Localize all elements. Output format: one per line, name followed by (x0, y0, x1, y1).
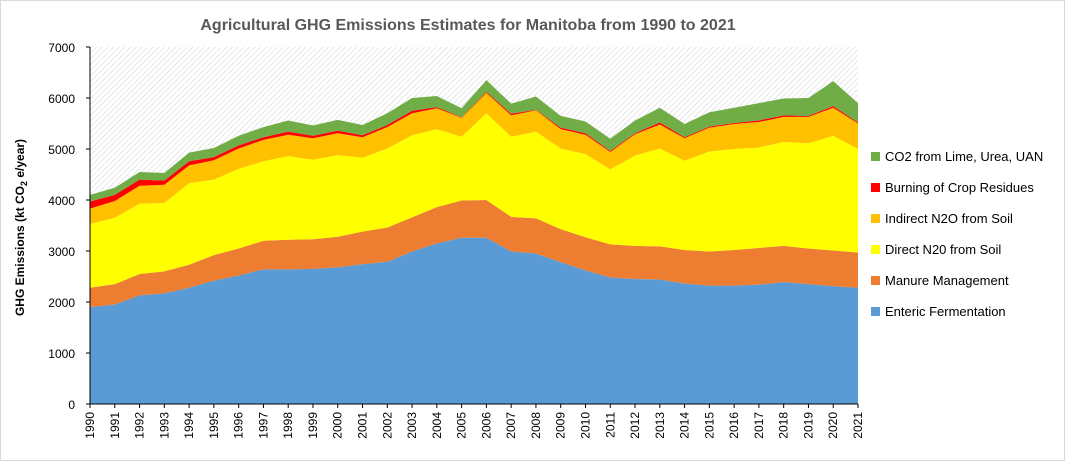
y-axis-label-tail: e/year) (13, 139, 27, 181)
x-tick-label: 2019 (801, 412, 815, 439)
x-tick-label: 1990 (83, 412, 97, 439)
y-axis-label-subscript: 2 (19, 181, 29, 186)
x-tick-label: 2003 (405, 412, 419, 439)
y-tick-label: 5000 (48, 143, 75, 157)
x-tick-label: 1991 (108, 412, 122, 439)
series-areas (90, 80, 858, 404)
x-tick-label: 2000 (331, 412, 345, 439)
legend-swatch-manure-management (871, 276, 880, 285)
y-axis-label: GHG Emissions (kt CO2 e/year) (13, 139, 29, 316)
x-tick-label: 2010 (578, 412, 592, 439)
area-co2-from-lime-urea-uan (90, 80, 858, 202)
legend-label-manure-management: Manure Management (885, 273, 1009, 288)
x-tick-label: 2007 (504, 412, 518, 439)
y-tick-label: 4000 (48, 194, 75, 208)
x-tick-label: 1995 (207, 412, 221, 439)
x-tick-label: 2002 (380, 412, 394, 439)
x-tick-label: 2016 (727, 412, 741, 439)
x-tick-label: 1994 (182, 412, 196, 439)
x-tick-label: 1992 (133, 412, 147, 439)
legend-label-direct-n20-from-soil: Direct N20 from Soil (885, 242, 1001, 257)
legend-label-burning-of-crop-residues: Burning of Crop Residues (885, 180, 1034, 195)
x-tick-label: 2004 (430, 412, 444, 439)
legend-swatch-co2-from-lime-urea-uan (871, 152, 880, 161)
legend-swatch-indirect-n2o-from-soil (871, 214, 880, 223)
y-tick-label: 1000 (48, 347, 75, 361)
y-tick-label: 0 (68, 398, 75, 412)
x-tick-label: 2020 (826, 412, 840, 439)
area-direct-n20-from-soil (90, 113, 858, 288)
x-tick-label: 1993 (157, 412, 171, 439)
area-enteric-fermentation (90, 237, 858, 404)
area-indirect-n2o-from-soil (90, 92, 858, 224)
x-tick-label: 1998 (281, 412, 295, 439)
axes (89, 47, 858, 405)
x-tick-label: 2018 (777, 412, 791, 439)
x-tick-label: 2009 (554, 412, 568, 439)
y-tick-label: 6000 (48, 92, 75, 106)
legend-swatch-burning-of-crop-residues (871, 183, 880, 192)
chart-title: Agricultural GHG Emissions Estimates for… (200, 17, 735, 34)
x-tick-label: 2011 (603, 412, 617, 438)
y-tick-label: 7000 (48, 41, 75, 55)
y-axis-ticks: 0 1000 2000 3000 4000 5000 6000 7000 (48, 41, 90, 412)
x-axis-ticks: 1990 1991 1992 1993 1994 1995 1996 1997 1998 1999… (83, 404, 865, 439)
x-tick-label: 1996 (232, 412, 246, 439)
y-tick-label: 3000 (48, 245, 75, 259)
y-axis-label-main: GHG Emissions (kt CO (13, 186, 27, 316)
x-tick-label: 2012 (628, 412, 642, 439)
x-tick-label: 2021 (851, 412, 865, 439)
x-tick-label: 2001 (356, 412, 370, 439)
legend-label-co2-from-lime-urea-uan: CO2 from Lime, Urea, UAN (885, 149, 1043, 164)
x-tick-label: 2005 (455, 412, 469, 439)
area-manure-management (90, 200, 858, 308)
legend-label-indirect-n2o-from-soil: Indirect N2O from Soil (885, 211, 1013, 226)
x-tick-label: 2013 (653, 412, 667, 439)
x-tick-label: 2014 (678, 412, 692, 439)
legend-label-enteric-fermentation: Enteric Fermentation (885, 304, 1006, 319)
legend-swatch-direct-n20-from-soil (871, 245, 880, 254)
x-tick-label: 1997 (256, 412, 270, 439)
x-tick-label: 2008 (529, 412, 543, 439)
legend-swatch-enteric-fermentation (871, 307, 880, 316)
x-tick-label: 2006 (479, 412, 493, 439)
x-tick-label: 1999 (306, 412, 320, 439)
x-tick-label: 2017 (752, 412, 766, 439)
x-tick-label: 2015 (702, 412, 716, 439)
y-tick-label: 2000 (48, 296, 75, 310)
legend: CO2 from Lime, Urea, UAN Burning of Crop … (871, 149, 1043, 319)
